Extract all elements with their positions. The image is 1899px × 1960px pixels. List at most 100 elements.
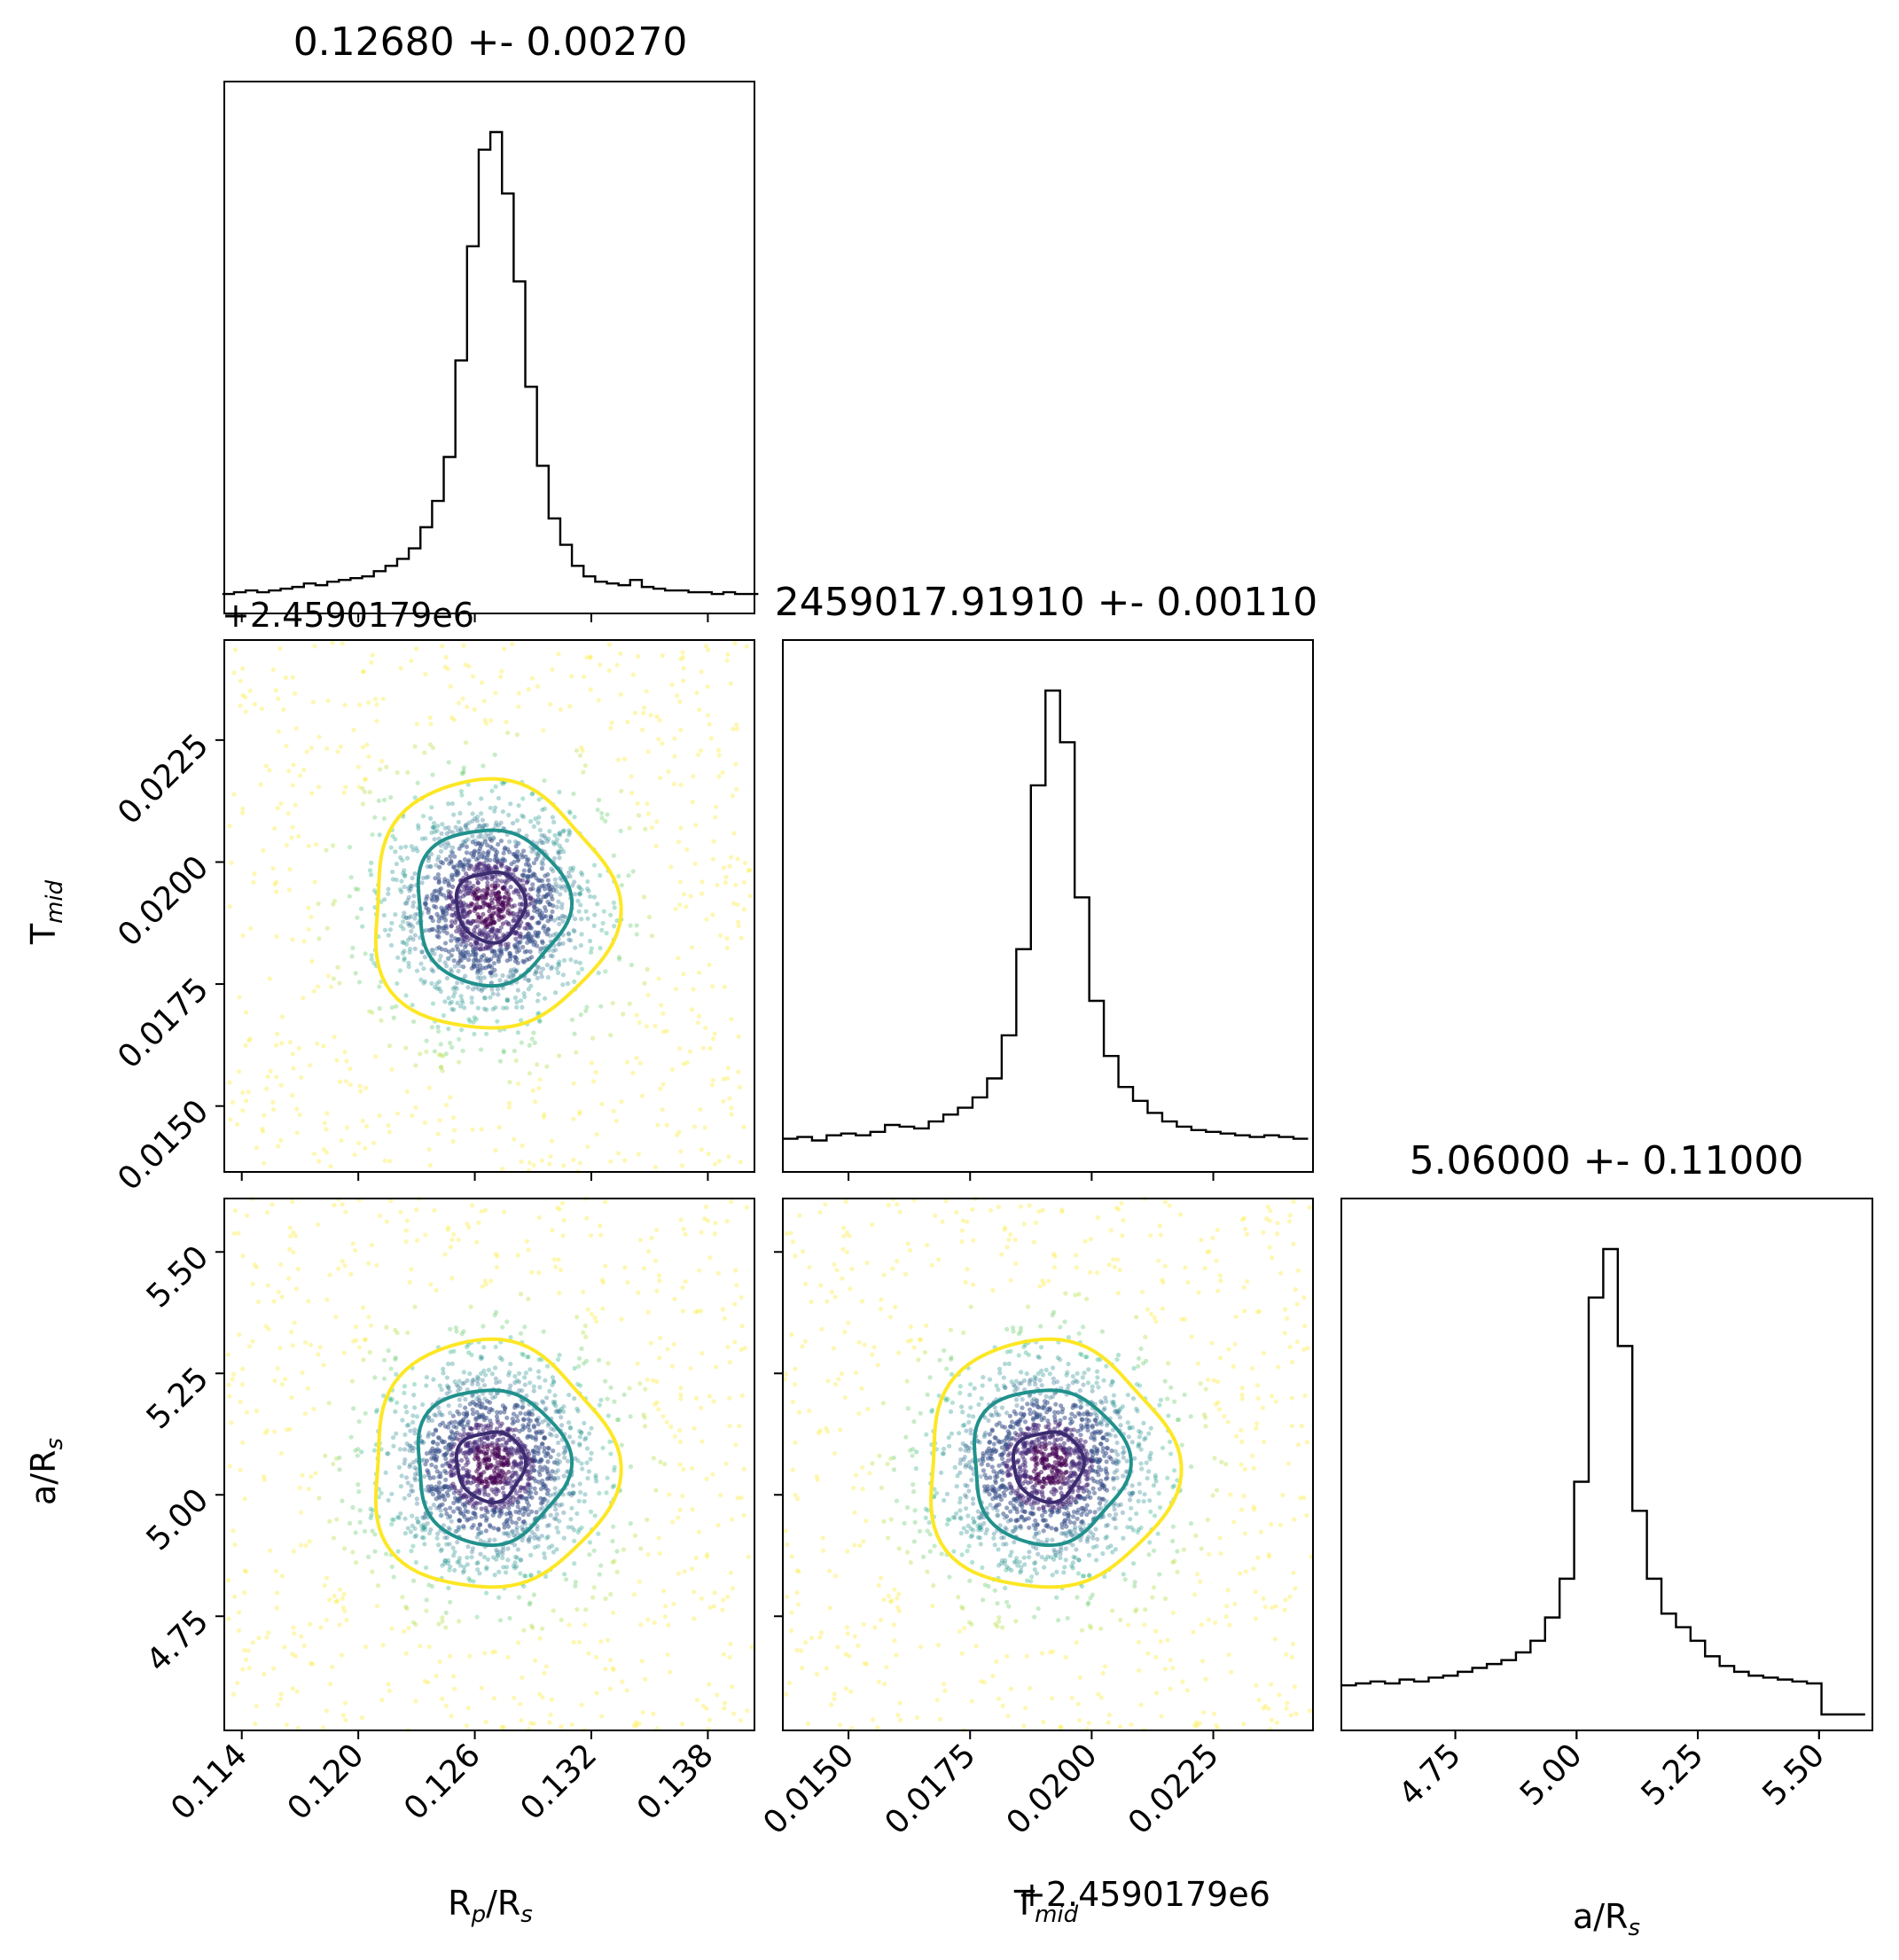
scatter-point <box>473 951 479 957</box>
scatter-point <box>522 976 528 981</box>
scatter-point <box>978 1542 983 1547</box>
scatter-point <box>496 1442 501 1448</box>
scatter-point <box>426 1434 431 1440</box>
scatter-point <box>270 1107 277 1113</box>
scatter-point <box>410 1449 416 1454</box>
scatter-point <box>546 1446 551 1451</box>
scatter-point <box>533 1099 538 1105</box>
scatter-point <box>713 1221 718 1226</box>
scatter-point <box>356 1489 362 1495</box>
scatter-point <box>563 887 568 893</box>
scatter-point <box>342 1263 348 1269</box>
scatter-point <box>496 992 501 997</box>
scatter-point <box>1267 1245 1272 1250</box>
scatter-point <box>612 1399 617 1404</box>
scatter-point <box>628 923 633 928</box>
scatter-point <box>496 1595 502 1600</box>
scatter-point <box>533 1437 539 1442</box>
scatter-point <box>520 878 526 883</box>
scatter-point <box>501 850 506 856</box>
scatter-point <box>436 1474 442 1480</box>
scatter-point <box>529 1036 535 1042</box>
scatter-point <box>402 940 407 946</box>
scatter-point <box>470 839 475 845</box>
scatter-point <box>437 1659 442 1665</box>
scatter-point <box>539 866 545 871</box>
scatter-point <box>510 1528 515 1534</box>
scatter-point <box>558 916 563 921</box>
scatter-point <box>477 1488 483 1493</box>
scatter-point <box>660 1107 665 1113</box>
scatter-point <box>515 1547 520 1552</box>
scatter-point <box>537 900 543 905</box>
scatter-point <box>695 1308 700 1314</box>
scatter-point <box>481 1486 488 1492</box>
scatter-point <box>446 801 451 807</box>
scatter-point <box>638 1546 644 1551</box>
scatter-point <box>591 1079 597 1084</box>
scatter-point <box>1076 1331 1082 1336</box>
scatter-point <box>568 1517 574 1522</box>
scatter-point <box>636 653 641 660</box>
scatter-point <box>500 985 506 991</box>
scatter-point <box>311 1152 317 1157</box>
scatter-point <box>374 702 379 707</box>
scatter-point <box>438 1412 443 1417</box>
scatter-point <box>278 1082 284 1088</box>
scatter-point <box>403 941 410 947</box>
scatter-point <box>476 834 481 839</box>
scatter-point <box>451 717 457 722</box>
scatter-point <box>413 1063 418 1068</box>
scatter-point <box>412 1534 418 1539</box>
scatter-point <box>574 1315 580 1320</box>
scatter-point <box>957 1500 963 1505</box>
scatter-point <box>387 1688 393 1693</box>
scatter-point <box>228 1117 233 1122</box>
scatter-point <box>551 1379 557 1385</box>
scatter-point <box>333 1599 339 1605</box>
scatter-point <box>428 1282 434 1287</box>
scatter-point <box>434 986 441 991</box>
scatter-point <box>426 1147 432 1152</box>
scatter-point <box>462 955 467 960</box>
scatter-point <box>465 827 470 832</box>
scatter-point <box>386 933 391 938</box>
scatter-point <box>318 1625 324 1630</box>
scatter-point <box>492 1312 497 1318</box>
scatter-point <box>914 1715 920 1721</box>
scatter-point <box>284 1722 289 1728</box>
scatter-point <box>455 937 460 942</box>
scatter-point <box>321 1363 326 1368</box>
scatter-point <box>732 641 738 646</box>
scatter-point <box>535 1534 541 1540</box>
scatter-point <box>440 1420 446 1425</box>
scatter-point <box>576 909 582 914</box>
scatter-point <box>691 987 696 992</box>
scatter-point <box>707 1046 713 1051</box>
scatter-point <box>381 816 387 821</box>
scatter-point <box>489 1487 495 1493</box>
scatter-point <box>875 1363 880 1368</box>
scatter-point <box>1153 1628 1159 1634</box>
scatter-point <box>506 1469 512 1475</box>
scatter-point <box>572 879 577 885</box>
scatter-point <box>741 1512 746 1518</box>
scatter-point <box>557 959 562 964</box>
scatter-point <box>606 1361 611 1366</box>
scatter-point <box>518 1292 524 1297</box>
scatter-point <box>502 1209 507 1214</box>
scatter-point <box>1009 1567 1014 1573</box>
scatter-point <box>229 860 234 865</box>
scatter-point <box>715 1692 720 1698</box>
scatter-point <box>488 718 494 723</box>
scatter-point <box>634 932 639 937</box>
scatter-point <box>530 1625 535 1630</box>
scatter-point <box>725 1344 731 1350</box>
scatter-point <box>391 1574 396 1580</box>
scatter-point <box>498 925 504 931</box>
scatter-point <box>448 1505 453 1511</box>
scatter-point <box>405 920 410 926</box>
scatter-point <box>676 1129 682 1135</box>
scatter-point <box>406 1422 411 1427</box>
scatter-point <box>394 1431 399 1436</box>
